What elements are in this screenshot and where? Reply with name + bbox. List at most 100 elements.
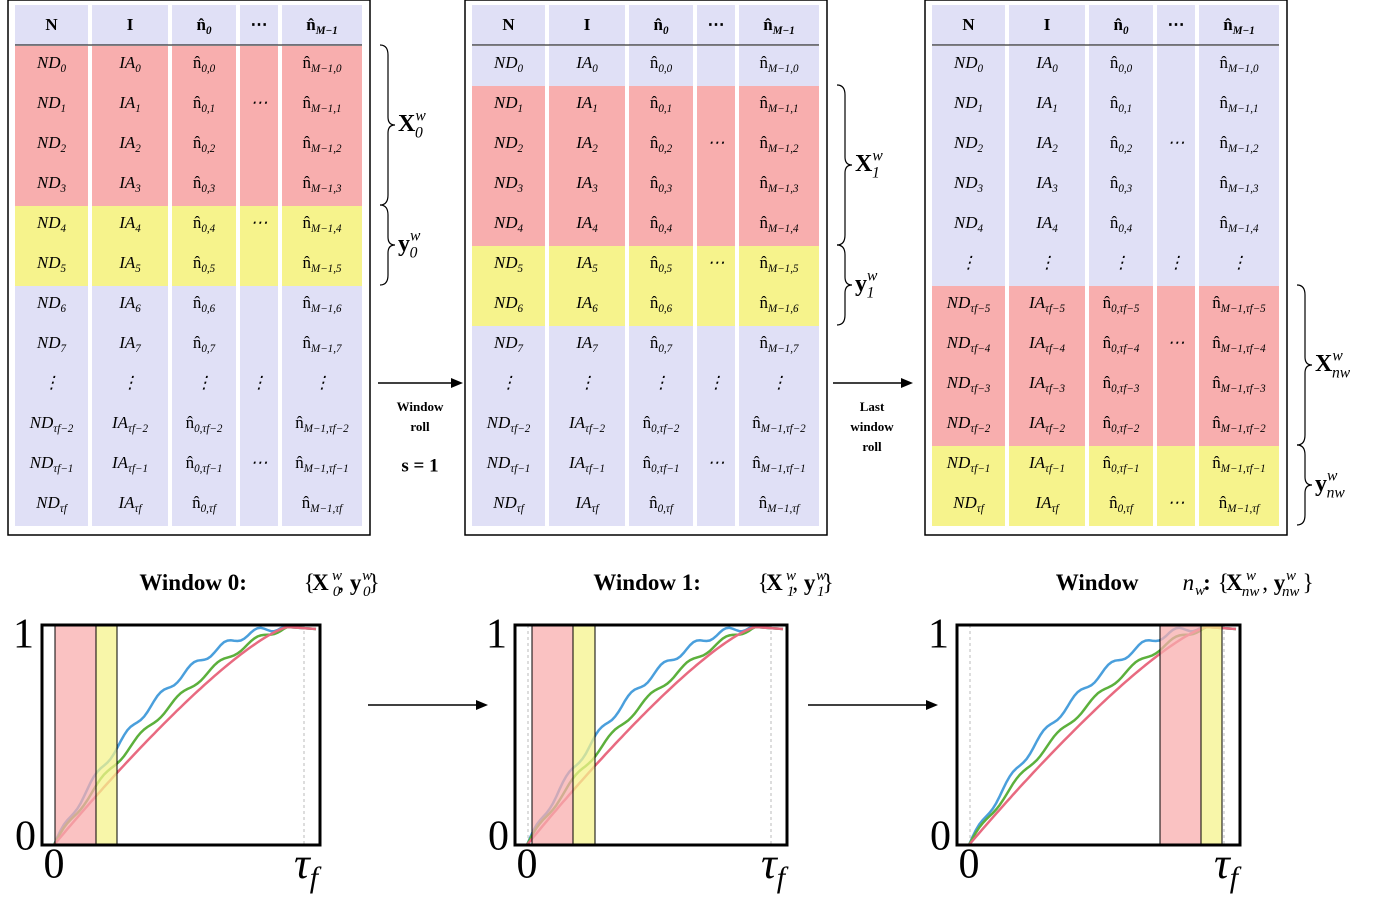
cell-base: IA bbox=[118, 333, 136, 352]
header-cell bbox=[15, 5, 88, 45]
label-part: nw bbox=[1282, 584, 1299, 600]
cell-sub: 1 bbox=[61, 103, 67, 115]
cell-bg bbox=[1089, 86, 1153, 126]
cell-base: n̂ bbox=[650, 333, 659, 352]
arrow-label: roll bbox=[410, 419, 430, 434]
arrow-label: window bbox=[850, 419, 894, 434]
cell-bg bbox=[1199, 366, 1279, 406]
cell-sub: M−1,τf bbox=[309, 503, 344, 515]
cell-text: n̂0,7 bbox=[193, 333, 216, 355]
cell-bg bbox=[629, 326, 693, 366]
cell-base: N bbox=[45, 15, 58, 34]
cell-bg bbox=[15, 206, 88, 246]
cell-text: IA6 bbox=[118, 293, 141, 315]
cell-sub: 1 bbox=[135, 103, 141, 115]
cell-text: n̂0,1 bbox=[1110, 93, 1132, 115]
cell-sub: M−1,2 bbox=[1227, 143, 1259, 155]
cell-text: IA3 bbox=[575, 173, 598, 195]
label-base: τ bbox=[761, 839, 779, 888]
cell-bg bbox=[172, 46, 236, 86]
cell-bg bbox=[92, 286, 168, 326]
cell-sub: τf−2 bbox=[970, 423, 990, 435]
cell-bg bbox=[697, 286, 735, 326]
cell-base: n̂ bbox=[197, 15, 207, 34]
cell-sub: 0,4 bbox=[658, 223, 672, 235]
cell-base: IA bbox=[118, 213, 136, 232]
cell-text: IAτf−2 bbox=[111, 413, 149, 435]
cell-sub: τf bbox=[60, 503, 69, 515]
cell-sub: τf−1 bbox=[1045, 463, 1065, 475]
header-cell bbox=[1199, 5, 1279, 45]
label-part: w bbox=[1332, 347, 1343, 364]
cell-text: n̂M−1,3 bbox=[303, 173, 342, 195]
cell-base: ⋮ bbox=[43, 373, 60, 392]
cell-text: IA7 bbox=[118, 333, 141, 355]
cell-base: ND bbox=[952, 493, 977, 512]
cell-sub: 2 bbox=[592, 143, 598, 155]
cell-sub: M−1,6 bbox=[310, 303, 342, 315]
cell-bg bbox=[629, 126, 693, 166]
cell-bg bbox=[549, 406, 625, 446]
label-part: w bbox=[867, 267, 878, 284]
cell-sub: 0,7 bbox=[201, 343, 215, 355]
cell-bg bbox=[1089, 366, 1153, 406]
cell-text: n̂M−1,0 bbox=[1220, 53, 1259, 75]
cell-base: n̂ bbox=[1220, 53, 1229, 72]
cell-bg bbox=[240, 406, 278, 446]
cell-text: NDτf−5 bbox=[946, 293, 991, 315]
cell-base: ND bbox=[946, 293, 971, 312]
cell-base: ND bbox=[953, 173, 978, 192]
cell-bg bbox=[172, 286, 236, 326]
cell-base: IA bbox=[1028, 333, 1046, 352]
cell-base: n̂ bbox=[752, 413, 761, 432]
cell-text: n̂0,3 bbox=[650, 173, 673, 195]
cell-bg bbox=[697, 446, 735, 486]
label-part: } bbox=[369, 570, 380, 595]
cell-base: n̂ bbox=[1110, 53, 1119, 72]
cell-text: n̂0,τf−3 bbox=[1103, 373, 1140, 395]
cell-text: ND3 bbox=[953, 173, 984, 195]
cell-base: n̂ bbox=[302, 493, 311, 512]
cell-text: IA1 bbox=[575, 93, 598, 115]
cell-bg bbox=[629, 206, 693, 246]
brace bbox=[836, 244, 853, 326]
cell-sub: 0,5 bbox=[658, 263, 672, 275]
train-window bbox=[54, 624, 97, 846]
cell-text: ⋯ bbox=[1168, 333, 1185, 352]
cell-base: n̂ bbox=[649, 493, 658, 512]
cell-text: ⋮ bbox=[1113, 253, 1130, 272]
cell-base: IA bbox=[575, 213, 593, 232]
label-base: τ bbox=[294, 839, 312, 888]
cell-bg bbox=[472, 86, 545, 126]
cell-base: ND bbox=[953, 133, 978, 152]
cell-text: n̂0,τf−2 bbox=[643, 413, 680, 435]
cell-sub: 0,τf−2 bbox=[651, 423, 680, 435]
cell-sub: M−1 bbox=[772, 25, 795, 37]
cell-bg bbox=[15, 166, 88, 206]
label-part: y bbox=[398, 231, 410, 257]
cell-base: ⋯ bbox=[708, 133, 725, 152]
cell-bg bbox=[1009, 86, 1085, 126]
cell-text: n̂M−1,7 bbox=[303, 333, 342, 355]
train-window bbox=[1159, 624, 1202, 846]
cell-bg bbox=[697, 206, 735, 246]
cell-base: IA bbox=[1035, 53, 1053, 72]
cell-base: ND bbox=[946, 373, 971, 392]
cell-bg bbox=[472, 366, 545, 406]
cell-bg bbox=[282, 286, 362, 326]
cell-base: n̂ bbox=[1212, 373, 1221, 392]
y-bottom-label: 0 bbox=[15, 814, 36, 860]
cell-sub: 0,2 bbox=[201, 143, 215, 155]
cell-base: IA bbox=[118, 133, 136, 152]
cell-base: n̂ bbox=[1220, 93, 1229, 112]
cell-sub: 3 bbox=[60, 183, 67, 195]
brace bbox=[836, 84, 853, 246]
header-cell bbox=[1157, 5, 1195, 45]
label-part: , bbox=[338, 570, 350, 595]
cell-sub: 5 bbox=[61, 263, 67, 275]
cell-bg bbox=[1157, 126, 1195, 166]
cell-bg bbox=[1157, 406, 1195, 446]
cell-bg bbox=[1157, 486, 1195, 526]
cell-bg bbox=[92, 246, 168, 286]
